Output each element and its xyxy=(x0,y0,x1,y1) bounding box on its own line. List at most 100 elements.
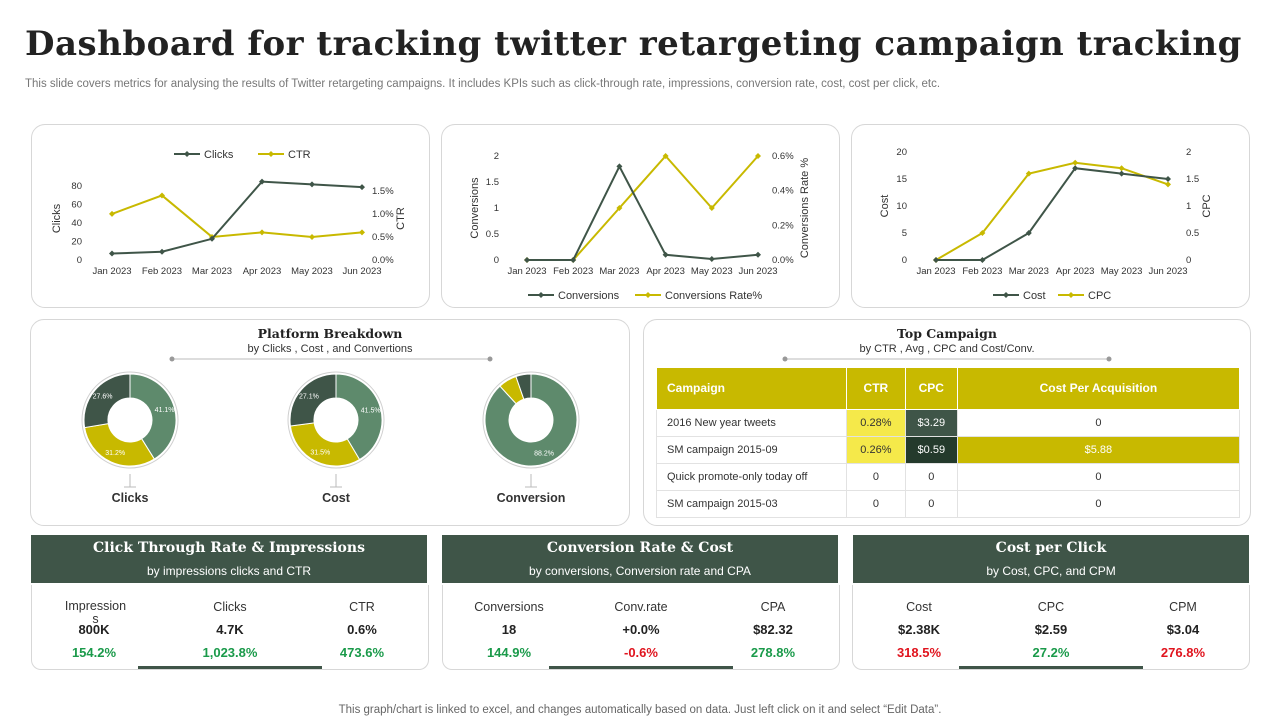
y2-tick-label: 0.4% xyxy=(772,186,794,197)
kpi-card-conversion-cost[interactable]: Conversions 18 144.9% Conv.rate +0.0% -0… xyxy=(442,585,840,670)
kpi-label: CPM xyxy=(1169,600,1197,614)
kpi-section-title: Conversion Rate & Cost xyxy=(546,540,734,556)
y2-tick-label: 1.5 xyxy=(1186,174,1199,185)
legend-label: Clicks xyxy=(204,149,234,161)
kpi-banner-cost-per-click: Cost per Click by Cost, CPC, and CPM xyxy=(853,535,1249,583)
header-campaign: Campaign xyxy=(656,367,847,410)
platform-breakdown-card[interactable]: Platform Breakdown by Clicks , Cost , an… xyxy=(30,319,630,526)
kpi-card-ctr-impressions[interactable]: Impression s 800K 154.2% Clicks 4.7K 1,0… xyxy=(31,585,429,670)
table-cell: 0.26% xyxy=(846,436,906,464)
kpi-delta: 27.2% xyxy=(1032,645,1070,660)
kpi-ctr: CTR 0.6% 473.6% xyxy=(296,585,428,669)
page-title: Dashboard for tracking twitter retargeti… xyxy=(25,24,1242,64)
table-cell: 0 xyxy=(956,409,1241,437)
y-tick-label: 2 xyxy=(494,151,499,162)
kpi-clicks: Clicks 4.7K 1,023.8% xyxy=(164,585,296,669)
y-tick-label: 40 xyxy=(71,218,82,229)
data-point xyxy=(1118,170,1125,177)
x-tick-label: Jan 2023 xyxy=(507,266,546,277)
series-line-clicks xyxy=(111,180,363,255)
y2-axis-title: CPC xyxy=(1201,194,1213,217)
y-tick-label: 1.5 xyxy=(486,177,499,188)
legend-label: CPC xyxy=(1088,290,1111,302)
kpi-impressions: Impression s 800K 154.2% xyxy=(32,585,164,669)
x-tick-label: Feb 2023 xyxy=(962,266,1002,277)
donut-outline xyxy=(81,371,179,469)
data-point xyxy=(1118,165,1125,172)
x-tick-label: Mar 2023 xyxy=(1009,266,1049,277)
donut-slice-label: 41.1% xyxy=(155,407,175,414)
page-footer-note: This graph/chart is linked to excel, and… xyxy=(338,704,942,716)
y-tick-label: 80 xyxy=(71,181,82,192)
y2-tick-label: 1.5% xyxy=(372,186,394,197)
table-cell: 0 xyxy=(904,490,958,518)
table-row[interactable]: Quick promote-only today off 0 0 0 xyxy=(656,463,1241,491)
campaign-name-cell: 2016 New year tweets xyxy=(656,409,847,437)
table-cell: $5.88 xyxy=(956,436,1241,464)
table-row[interactable]: SM campaign 2015-03 0 0 0 xyxy=(656,490,1241,518)
data-point xyxy=(708,205,715,211)
legend-marker xyxy=(1003,292,1009,298)
x-tick-label: Apr 2023 xyxy=(646,266,685,277)
table-row[interactable]: 2016 New year tweets 0.28% $3.29 0 xyxy=(656,409,1241,437)
top-campaign-title: Top Campaign xyxy=(897,326,997,341)
kpi-label: CPC xyxy=(1037,600,1065,614)
legend-marker xyxy=(268,151,274,157)
data-point xyxy=(259,229,265,236)
top-campaign-card[interactable]: Top Campaign by CTR , Avg , CPC and Cost… xyxy=(643,319,1251,526)
header-ctr: CTR xyxy=(846,367,906,410)
kpi-delta: 154.2% xyxy=(71,645,117,660)
kpi-banner-conversion-cost: Conversion Rate & Cost by conversions, C… xyxy=(442,535,838,583)
kpi-conv-rate: Conv.rate +0.0% -0.6% xyxy=(575,585,707,669)
y2-tick-label: 0.0% xyxy=(372,255,394,266)
legend-marker xyxy=(1068,292,1074,298)
kpi-delta: 278.8% xyxy=(750,645,795,660)
data-point xyxy=(570,257,577,263)
campaign-name-cell: SM campaign 2015-03 xyxy=(656,490,847,518)
kpi-section-subtitle: by Cost, CPC, and CPM xyxy=(986,564,1116,578)
table-cell: 0.28% xyxy=(846,409,906,437)
kpi-card-cost-per-click[interactable]: Cost $2.38K 318.5% CPC $2.59 27.2% CPM $… xyxy=(852,585,1250,670)
data-point xyxy=(309,233,315,240)
data-point xyxy=(1072,159,1079,166)
cost-cpc-chart-card[interactable]: 0 5 10 15 20 0 0.5 1 1.5 2 Jan 2023 Feb 2023 Mar 202… xyxy=(851,124,1250,308)
donut-label-conversion: Conversion xyxy=(496,491,566,505)
data-point xyxy=(662,153,669,159)
y-tick-label: 20 xyxy=(896,147,907,158)
y-tick-label: 10 xyxy=(896,201,907,212)
x-tick-label: Jan 2023 xyxy=(92,266,131,277)
data-point xyxy=(1025,230,1032,236)
y-tick-label: 0 xyxy=(494,255,499,266)
legend-marker xyxy=(538,292,544,298)
x-tick-label: Apr 2023 xyxy=(1056,266,1095,277)
cost-cpc-line-chart: 0 5 10 15 20 0 0.5 1 1.5 2 Jan 2023 Feb 2023 Mar 202… xyxy=(879,147,1213,302)
y-axis-title: Conversions xyxy=(469,177,481,239)
kpi-value: $82.32 xyxy=(753,622,793,637)
campaign-name-cell: SM campaign 2015-09 xyxy=(656,436,847,464)
table-cell: 0 xyxy=(904,463,958,491)
top-campaign-table: Campaign CTR CPC Cost Per Acquisition 20… xyxy=(656,367,1241,518)
kpi-section-title: Click Through Rate & Impressions xyxy=(93,540,365,556)
table-row[interactable]: SM campaign 2015-09 0.26% $0.59 $5.88 xyxy=(656,436,1241,464)
y2-axis-title: Conversions Rate % xyxy=(799,158,811,258)
kpi-delta: 318.5% xyxy=(896,645,942,660)
donut-slice xyxy=(335,373,383,461)
legend-label: CTR xyxy=(288,149,311,161)
legend-label: Conversions xyxy=(558,290,620,302)
y2-tick-label: 0.2% xyxy=(772,220,794,231)
kpi-value: 0.6% xyxy=(347,622,377,637)
data-point xyxy=(979,257,986,263)
data-point xyxy=(109,250,115,257)
data-point xyxy=(755,153,761,159)
x-tick-label: May 2023 xyxy=(1101,266,1143,277)
y2-tick-label: 0 xyxy=(1186,255,1191,266)
table-cell: 0 xyxy=(846,463,906,491)
kpi-value: $3.04 xyxy=(1166,622,1200,637)
donut-slice-label: 27.6% xyxy=(93,394,113,401)
kpi-section-subtitle: by conversions, Conversion rate and CPA xyxy=(529,564,751,578)
data-point xyxy=(1025,170,1032,177)
conversions-chart-card[interactable]: 0 0.5 1 1.5 2 0.0% 0.2% 0.4% 0.6% Jan 2023 Feb 202… xyxy=(441,124,840,308)
kpi-delta: -0.6% xyxy=(623,645,658,660)
data-point xyxy=(662,251,669,258)
clicks-ctr-chart-card[interactable]: 0 20 40 60 80 0.0% 0.5% 1.0% 1.5% Jan 2023 Feb 202… xyxy=(31,124,430,308)
